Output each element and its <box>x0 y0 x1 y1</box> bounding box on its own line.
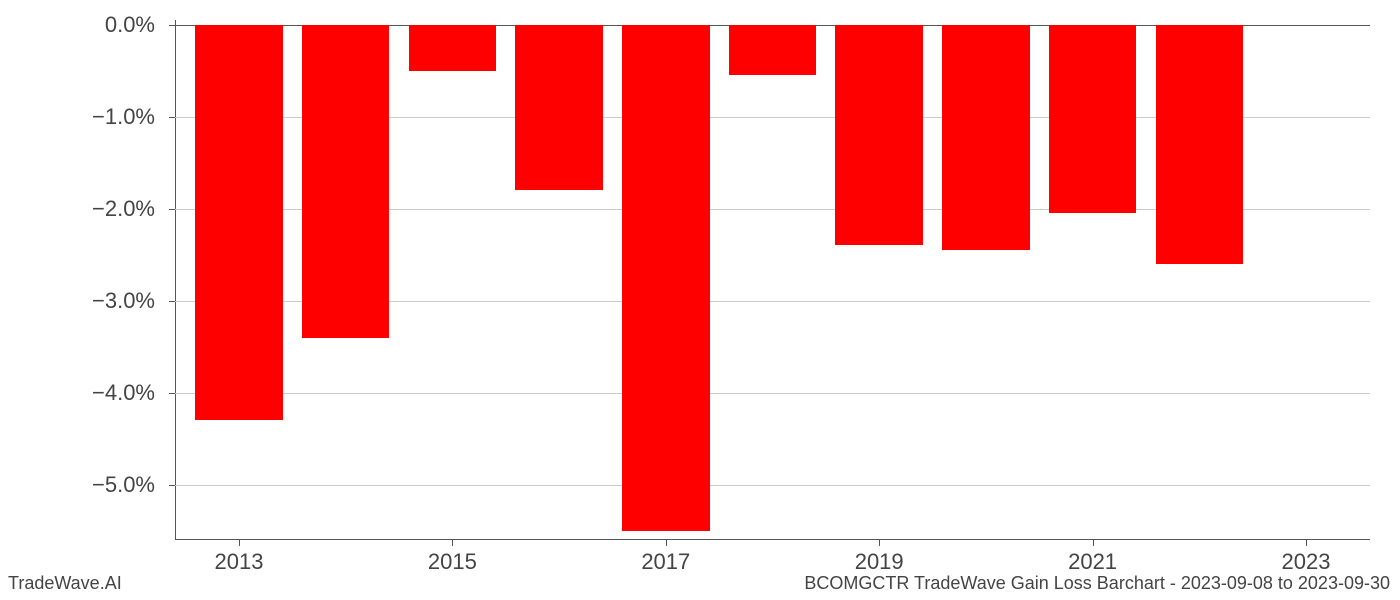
y-tick-label: −1.0% <box>92 104 155 130</box>
y-tick-mark <box>169 393 175 394</box>
bar-2018 <box>729 25 816 76</box>
x-tick-label: 2019 <box>855 549 904 575</box>
x-tick-label: 2021 <box>1068 549 1117 575</box>
y-tick-mark <box>169 209 175 210</box>
bar-2016 <box>515 25 602 191</box>
bar-2019 <box>835 25 922 246</box>
bar-2015 <box>409 25 496 71</box>
x-axis: 2013 2015 2017 2019 2021 2023 <box>175 545 1370 575</box>
y-tick-label: 0.0% <box>105 12 155 38</box>
bar-2013 <box>195 25 282 421</box>
y-axis-line <box>175 20 176 540</box>
x-tick-mark <box>666 540 667 546</box>
x-tick-label: 2017 <box>641 549 690 575</box>
y-tick-label: −2.0% <box>92 196 155 222</box>
x-tick-mark <box>879 540 880 546</box>
y-tick-mark <box>169 25 175 26</box>
x-tick-mark <box>239 540 240 546</box>
x-tick-label: 2023 <box>1281 549 1330 575</box>
footer-brand: TradeWave.AI <box>8 573 122 594</box>
bar-2020 <box>942 25 1029 250</box>
bar-2022 <box>1156 25 1243 264</box>
x-tick-mark <box>1093 540 1094 546</box>
gridline <box>175 393 1370 394</box>
footer-title: BCOMGCTR TradeWave Gain Loss Barchart - … <box>804 573 1390 594</box>
gridline <box>175 485 1370 486</box>
plot-region <box>175 20 1370 540</box>
x-tick-label: 2013 <box>215 549 264 575</box>
y-tick-label: −5.0% <box>92 472 155 498</box>
y-tick-label: −3.0% <box>92 288 155 314</box>
x-tick-mark <box>1306 540 1307 546</box>
x-axis-line <box>175 539 1370 540</box>
y-axis: 0.0%−1.0%−2.0%−3.0%−4.0%−5.0% <box>0 20 165 540</box>
y-tick-mark <box>169 485 175 486</box>
x-tick-label: 2015 <box>428 549 477 575</box>
bar-2017 <box>622 25 709 531</box>
chart-plot-area <box>175 20 1370 540</box>
x-tick-mark <box>452 540 453 546</box>
y-tick-label: −4.0% <box>92 380 155 406</box>
y-tick-mark <box>169 301 175 302</box>
bar-2014 <box>302 25 389 338</box>
bar-2021 <box>1049 25 1136 214</box>
y-tick-mark <box>169 117 175 118</box>
